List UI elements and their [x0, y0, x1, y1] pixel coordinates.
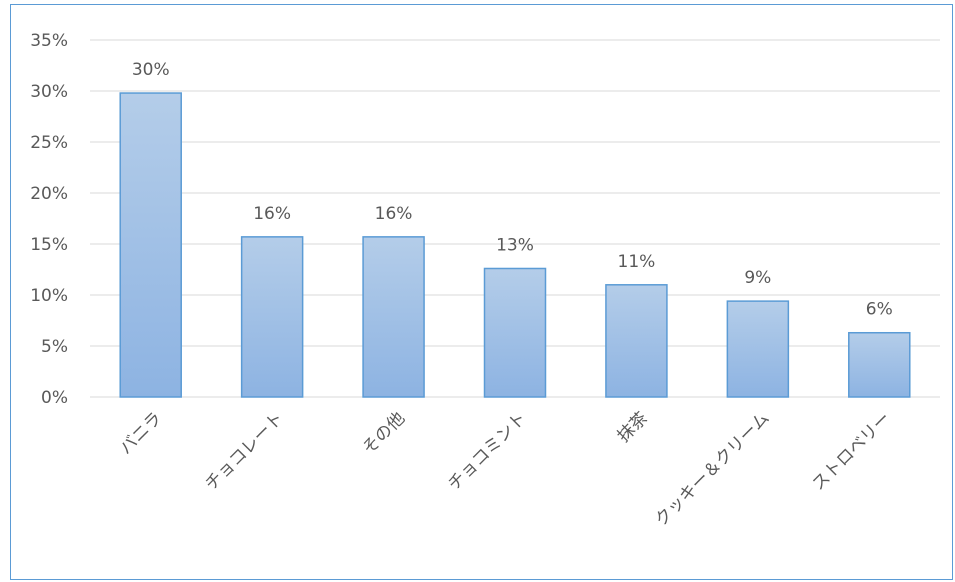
- y-tick-label: 10%: [30, 286, 68, 306]
- x-category-label: チョコレート: [201, 408, 287, 494]
- bar: [605, 284, 668, 398]
- bar: [240, 236, 304, 398]
- data-label: 16%: [253, 204, 291, 224]
- y-tick-label: 15%: [30, 235, 68, 255]
- data-labels: 30% 16% 16% 13% 11% 9% 6%: [132, 60, 893, 320]
- data-label: 11%: [618, 252, 656, 272]
- y-tick-label: 0%: [41, 388, 68, 408]
- bars: [119, 92, 911, 398]
- y-tick-label: 25%: [30, 133, 68, 153]
- x-category-label: バニラ: [116, 408, 166, 458]
- data-label: 30%: [132, 60, 170, 80]
- x-category-label: ストロベリー: [809, 408, 895, 494]
- x-category-label: クッキー＆クリーム: [651, 408, 773, 530]
- data-label: 16%: [375, 204, 413, 224]
- bar: [483, 267, 547, 398]
- x-axis-category-labels: バニラ チョコレート その他 チョコミント 抹茶 クッキー＆クリーム ストロベリー: [116, 408, 895, 530]
- y-tick-label: 5%: [41, 337, 68, 357]
- data-label: 9%: [744, 268, 771, 288]
- y-tick-label: 20%: [30, 184, 68, 204]
- data-label: 13%: [496, 235, 534, 255]
- x-category-label: その他: [359, 408, 409, 458]
- bar: [119, 92, 182, 398]
- x-category-label: チョコミント: [444, 408, 530, 494]
- x-category-label: 抹茶: [614, 408, 652, 446]
- bar: [726, 300, 790, 398]
- y-tick-label: 30%: [30, 82, 68, 102]
- bar: [362, 236, 425, 398]
- y-tick-label: 35%: [30, 31, 68, 51]
- data-label: 6%: [866, 300, 893, 320]
- y-axis-tick-labels: 0% 5% 10% 15% 20% 25% 30% 35%: [30, 31, 68, 408]
- bar: [848, 331, 911, 398]
